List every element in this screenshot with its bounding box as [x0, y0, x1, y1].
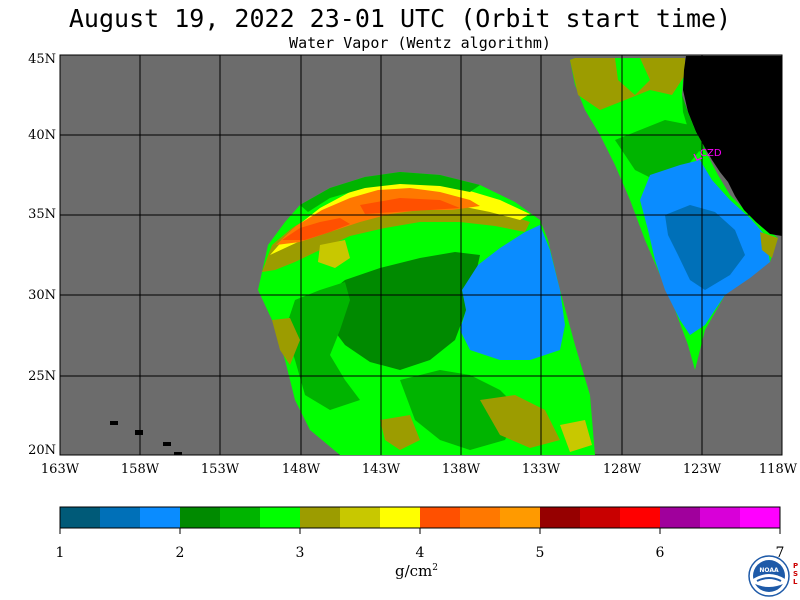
lat-label-25n: 25N [28, 369, 56, 384]
lon-label-153w: 153W [200, 462, 240, 477]
colorbar [59, 506, 781, 534]
colorbar-swatch [100, 507, 140, 528]
east-swath-green-top [615, 58, 650, 95]
colorbar-swatch [500, 507, 540, 528]
colorbar-swatch [220, 507, 260, 528]
lat-label-20n: 20N [28, 443, 56, 458]
west-swath-olive-patch-1 [272, 318, 300, 365]
west-swath [258, 172, 595, 455]
lat-label-30n: 30N [28, 288, 56, 303]
east-swath-dark-blue [665, 205, 745, 290]
colorbar-swatch [580, 507, 620, 528]
west-swath-blue-patch [460, 225, 565, 360]
psl-letter-p: P [793, 562, 799, 570]
lat-label-35n: 35N [28, 207, 56, 222]
west-swath-olive-patch-3 [480, 395, 560, 448]
colorbar-swatch [260, 507, 300, 528]
station-symbol [693, 153, 703, 161]
lon-label-163w: 163W [40, 462, 80, 477]
colorbar-unit: g/cm2 [395, 562, 438, 580]
station-label: CZD [700, 148, 722, 159]
lon-label-148w: 148W [281, 462, 321, 477]
colorbar-swatch [620, 507, 660, 528]
lon-label-138w: 138W [441, 462, 481, 477]
lon-label-133w: 133W [521, 462, 561, 477]
colorbar-tick-4: 4 [415, 545, 425, 561]
colorbar-tick-5: 5 [535, 545, 545, 561]
noaa-logo: NOAA [748, 555, 790, 597]
lat-lon-grid [60, 55, 782, 455]
lon-label-143w: 143W [361, 462, 401, 477]
unit-text: g/cm [395, 562, 433, 580]
lat-label-40n: 40N [28, 128, 56, 143]
colorbar-swatch [380, 507, 420, 528]
colorbar-swatch [740, 507, 780, 528]
colorbar-swatch [460, 507, 500, 528]
west-swath-olive-patch-5 [318, 240, 350, 268]
hawaiian-islands [110, 421, 182, 455]
lon-label-158w: 158W [120, 462, 160, 477]
west-swath-top-edge [300, 172, 480, 212]
station-marker-czd: CZD [693, 148, 722, 161]
colorbar-tick-6: 6 [655, 545, 665, 561]
colorbar-swatch [180, 507, 220, 528]
east-swath-coast-olive [760, 232, 778, 258]
colorbar-swatch [300, 507, 340, 528]
colorbar-tick-1: 1 [55, 545, 65, 561]
colorbar-swatch [420, 507, 460, 528]
lon-label-123w: 123W [682, 462, 722, 477]
psl-mark: P S L [793, 562, 800, 586]
west-swath-mid-green-2 [400, 370, 520, 450]
west-swath-olive-patch-4 [380, 415, 420, 450]
colorbar-tick-2: 2 [175, 545, 185, 561]
colorbar-swatch [60, 507, 100, 528]
map-subtitle: Water Vapor (Wentz algorithm) [289, 34, 551, 52]
lat-label-45n: 45N [28, 52, 56, 67]
noaa-logo-text: NOAA [759, 567, 779, 574]
land-mass [683, 56, 782, 236]
psl-letter-s: S [793, 570, 799, 578]
unit-exponent: 2 [432, 563, 439, 573]
west-swath-red-orange [282, 198, 460, 240]
colorbar-tick-7: 7 [775, 545, 785, 561]
colorbar-swatch [540, 507, 580, 528]
colorbar-swatch [700, 507, 740, 528]
west-swath-mid-green [285, 282, 360, 410]
colorbar-swatch [140, 507, 180, 528]
lon-label-118w: 118W [758, 462, 798, 477]
coastline-strip [682, 95, 705, 152]
west-swath-dark-green [320, 252, 480, 370]
map-title: August 19, 2022 23-01 UTC (Orbit start t… [68, 4, 732, 33]
psl-letter-l: L [793, 578, 798, 586]
colorbar-swatch [660, 507, 700, 528]
lon-label-128w: 128W [602, 462, 642, 477]
colorbar-swatch [340, 507, 380, 528]
colorbar-tick-3: 3 [295, 545, 305, 561]
west-swath-olive-patch-2 [560, 420, 592, 452]
